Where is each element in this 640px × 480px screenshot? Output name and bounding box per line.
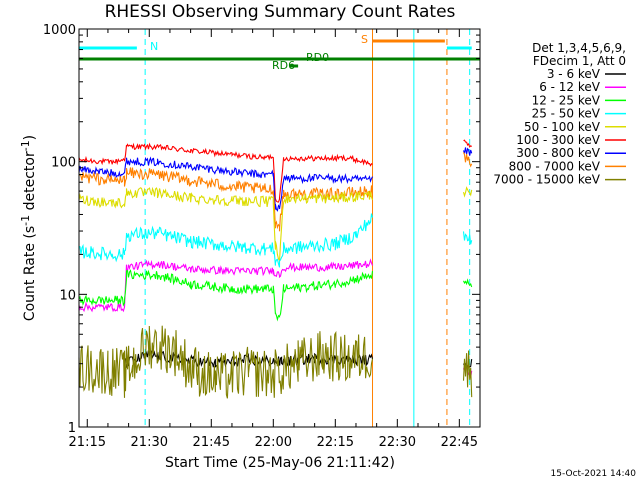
y-tick-label: 1 [68, 421, 76, 436]
legend-label: 800 - 7000 keV [509, 159, 601, 173]
legend-label: 50 - 100 keV [524, 120, 601, 134]
x-tick-label: 22:15 [317, 435, 354, 450]
legend-label: 3 - 6 keV [547, 67, 601, 81]
timestamp: 15-Oct-2021 14:40 [551, 469, 637, 479]
series-line [78, 325, 473, 399]
legend-label: 25 - 50 keV [532, 107, 601, 121]
annotation-s: S [361, 33, 368, 46]
y-axis-label: Count Rate (s-1 detector-1) [19, 135, 38, 321]
series-line [78, 269, 473, 322]
axis-ticks: 21:15 21:30 21:45 22:00 22:15 22:30 22:45 1 10 10… [43, 23, 481, 450]
x-tick-label: 21:45 [193, 435, 230, 450]
legend-label: 300 - 800 keV [516, 146, 600, 160]
plot-frame [78, 28, 481, 428]
legend-label: 7000 - 15000 keV [493, 173, 600, 187]
annotation-rd6: RD6 [272, 59, 295, 72]
series-line [78, 139, 473, 203]
y-label-part: Count Rate (s [22, 226, 38, 321]
y-label-sup: -1 [19, 215, 32, 226]
x-tick-label: 22:45 [441, 435, 478, 450]
y-tick-label: 10 [59, 288, 76, 303]
x-tick-label: 22:00 [255, 435, 292, 450]
x-tick-label: 21:15 [69, 435, 106, 450]
series-line [78, 186, 473, 262]
series-line [78, 213, 473, 268]
series-line [78, 152, 473, 232]
annotation-n: N [150, 40, 158, 53]
legend-header-line: Det 1,3,4,5,6,9, [532, 41, 626, 55]
legend-label: 12 - 25 keV [532, 93, 601, 107]
series-line [78, 147, 473, 212]
annotation-rd0: RD0 [306, 51, 329, 64]
legend-label: 100 - 300 keV [516, 133, 600, 147]
y-label-part: ) [22, 135, 38, 140]
x-axis-label: Start Time (25-May-06 21:11:42) [165, 455, 395, 471]
chart-title: RHESSI Observing Summary Count Rates [105, 2, 456, 22]
legend: Det 1,3,4,5,6,9, FDecim 1, Att 0 3 - 6 k… [493, 41, 626, 187]
y-tick-label: 1000 [43, 23, 76, 38]
plot-area [78, 29, 480, 427]
y-tick-label: 100 [51, 156, 76, 171]
y-label-sup: -1 [19, 140, 32, 151]
y-label-part: detector [22, 151, 38, 215]
x-tick-label: 21:30 [131, 435, 168, 450]
x-tick-label: 22:30 [379, 435, 416, 450]
legend-header-line: FDecim 1, Att 0 [533, 54, 626, 68]
legend-label: 6 - 12 keV [539, 80, 601, 94]
